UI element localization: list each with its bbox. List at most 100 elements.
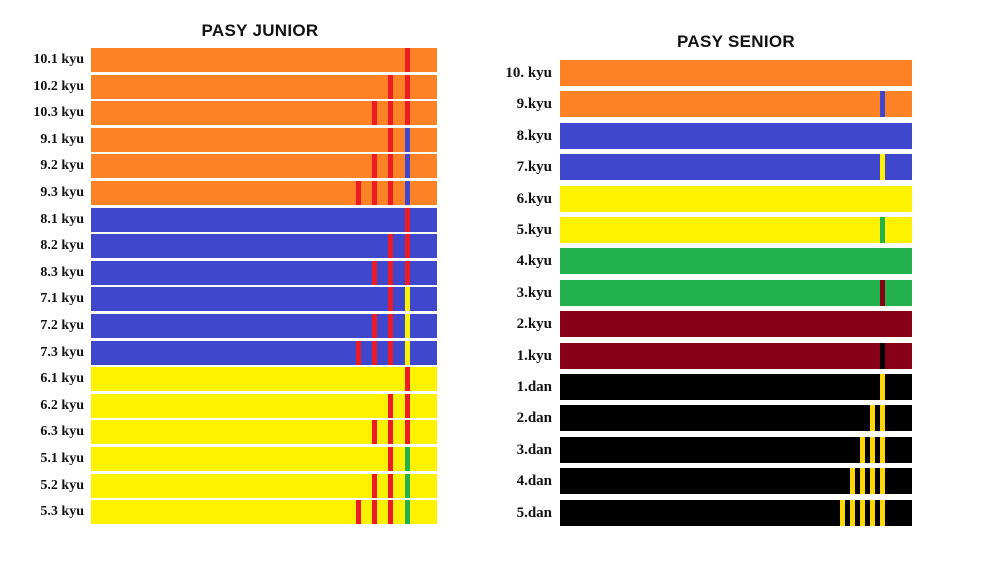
junior-belt-stripe [404,287,410,312]
senior-belt-stripe [859,468,865,495]
junior-belt-stripe [404,500,410,525]
senior-belt-bar [560,154,912,181]
junior-belt-stripe [404,181,410,205]
junior-belt-stripe [404,127,410,152]
senior-belt-label: 2.dan [516,410,552,427]
junior-belt-stripe [404,473,410,498]
senior-belt-stripe [879,468,885,495]
junior-belt-stripe [371,420,377,445]
junior-belt-stripe [371,500,377,525]
senior-belt-label: 1.kyu [516,347,552,364]
junior-belt-stripe [388,127,394,152]
senior-belt-label: 8.kyu [516,127,552,144]
junior-belt-stripe [371,260,377,285]
junior-belt-stripe [388,101,394,126]
junior-belt-bar [91,420,437,445]
senior-belt-label: 1.dan [516,379,552,395]
junior-belt-label: 7.3 kyu [40,344,84,360]
junior-belt-label: 8.3 kyu [40,264,84,280]
junior-belt-bar [91,48,437,72]
junior-belt-label: 6.2 kyu [40,397,84,413]
senior-title: PASY SENIOR [677,32,795,51]
junior-belt-label: 10.2 kyu [33,78,84,94]
junior-belt-stripe [371,154,377,179]
junior-belt-stripe [404,340,410,365]
junior-belt-stripe [355,181,361,205]
junior-belt-stripe [404,393,410,418]
senior-belt-label: 5.kyu [516,222,552,238]
senior-belt-label: 10. kyu [505,65,552,81]
junior-belt-bar [91,447,437,471]
senior-belt-label: 4.kyu [516,253,552,270]
senior-belt-bar [560,248,912,275]
senior-belt-bar [560,405,912,432]
junior-belt-bar [91,260,437,285]
senior-belt-stripe [869,436,875,463]
junior-belt-label: 5.2 kyu [40,477,84,493]
senior-belt-stripe [849,499,855,526]
senior-belt-stripe [859,436,865,463]
senior-belt-stripe [879,499,885,526]
junior-belt-stripe [388,420,394,445]
junior-belt-label: 5.1 kyu [40,451,84,466]
senior-belt-stripe [879,217,885,243]
junior-belt-bar [91,127,437,152]
junior-belt-stripe [371,473,377,498]
junior-belt-stripe [355,500,361,525]
junior-belt-stripe [404,447,410,471]
senior-belt-label: 3.kyu [516,284,552,301]
junior-belt-bar [91,74,437,99]
junior-belt-stripe [388,260,394,285]
junior-belt-bar [91,181,437,205]
senior-belt-bar [560,374,912,400]
junior-belt-label: 7.2 kyu [40,318,84,333]
junior-belt-stripe [404,314,410,338]
junior-belt-stripe [371,181,377,205]
junior-belt-stripe [388,287,394,312]
senior-belt-stripe [869,405,875,432]
junior-belt-stripe [404,367,410,392]
junior-belt-label: 10.3 kyu [33,105,84,121]
junior-belt-bar [91,154,437,179]
junior-belt-stripe [388,181,394,205]
senior-belt-stripe [859,499,865,526]
junior-belt-bar [91,500,437,525]
senior-belt-bar [560,279,912,306]
junior-belt-stripe [404,207,410,232]
senior-belt-bar [560,91,912,118]
junior-belt-bar [91,287,437,312]
junior-belt-stripe [388,473,394,498]
junior-belt-stripe [404,234,410,259]
senior-belt-stripe [879,91,885,118]
junior-belt-label: 6.1 kyu [40,371,84,387]
junior-belt-stripe [404,48,410,72]
junior-belt-label: 8.2 kyu [40,238,84,254]
senior-belt-stripe [849,468,855,495]
junior-belt-bar [91,367,437,392]
junior-belt-stripe [355,340,361,365]
junior-belt-stripe [404,420,410,445]
junior-belt-label: 9.3 kyu [40,185,84,200]
junior-belt-label: 6.3 kyu [40,424,84,440]
junior-belt-stripe [388,314,394,338]
senior-belt-stripe [879,405,885,432]
junior-belt-bar [91,101,437,126]
senior-belt-stripe [879,374,885,400]
junior-belt-stripe [388,234,394,259]
junior-belt-stripe [388,447,394,471]
junior-belt-stripe [404,101,410,126]
senior-belt-bar [560,60,912,86]
senior-belt-stripe [839,499,845,526]
junior-belt-bar [91,393,437,418]
junior-title: PASY JUNIOR [201,21,319,40]
senior-belt-label: 2.kyu [516,316,552,333]
junior-belt-stripe [388,74,394,99]
senior-belt-bar [560,217,912,243]
senior-belt-label: 4.dan [516,473,552,490]
senior-belt-stripe [869,499,875,526]
junior-belt-bar [91,234,437,259]
senior-belt-label: 5.dan [516,504,552,521]
senior-belt-label: 7.kyu [516,159,552,176]
senior-belt-bar [560,185,912,212]
senior-belt-bar [560,342,912,369]
